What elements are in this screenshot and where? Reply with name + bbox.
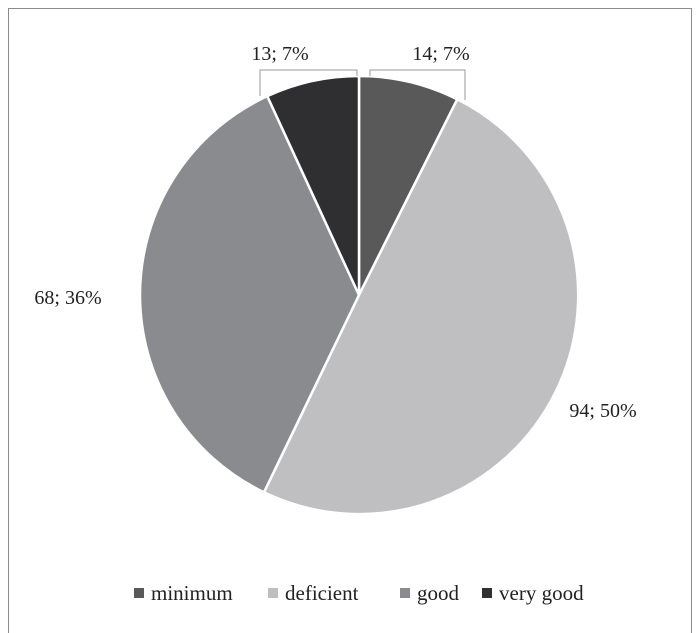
pie-slice-very-good bbox=[266, 74, 361, 297]
legend-swatch-minimum bbox=[134, 588, 144, 598]
legend-swatch-deficient bbox=[268, 588, 278, 598]
legend-swatch-good bbox=[400, 588, 410, 598]
pie-slices bbox=[138, 74, 580, 516]
leader-lines bbox=[259, 69, 466, 100]
pie-slice-deficient bbox=[262, 98, 580, 516]
leader-line-minimum bbox=[369, 69, 466, 100]
legend-label-minimum: minimum bbox=[151, 581, 233, 605]
legend-label-good: good bbox=[417, 581, 460, 605]
legend: minimum deficient good very good bbox=[134, 581, 584, 605]
data-label-minimum: 14; 7% bbox=[412, 43, 469, 65]
pie-slice-minimum bbox=[357, 74, 459, 297]
data-label-good: 68; 36% bbox=[34, 287, 101, 309]
data-labels: 14; 7% 94; 50% 68; 36% 13; 7% bbox=[34, 43, 636, 422]
data-label-deficient: 94; 50% bbox=[569, 400, 636, 422]
pie-slice-good bbox=[138, 94, 361, 494]
legend-label-very-good: very good bbox=[499, 581, 584, 605]
leader-line-very-good bbox=[259, 69, 358, 96]
data-label-very-good: 13; 7% bbox=[251, 43, 308, 65]
legend-swatch-very-good bbox=[482, 588, 492, 598]
legend-label-deficient: deficient bbox=[285, 581, 359, 605]
